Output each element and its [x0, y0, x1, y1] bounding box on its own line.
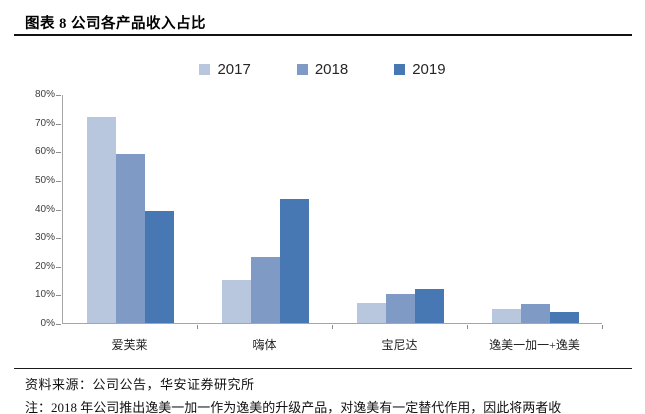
chart-title: 图表 8 公司各产品收入占比	[25, 16, 206, 32]
bar-cluster-宝尼达	[333, 95, 468, 323]
source-text: 资料来源：公司公告，华安证券研究所	[25, 377, 255, 392]
bar-2018-逸美一加一+逸美	[521, 304, 550, 323]
legend-label: 2017	[217, 61, 251, 78]
y-axis-tick-mark	[56, 95, 61, 96]
y-axis-tick-mark	[56, 180, 61, 182]
footnote-text: 注：2018 年公司推出逸美一加一作为逸美的升级产品，对逸美有一定替代作用，因此…	[25, 400, 562, 414]
y-axis-tick-mark	[56, 209, 61, 211]
x-axis-tick-mark	[602, 325, 603, 329]
legend-swatch-icon	[199, 64, 211, 75]
x-axis-tick-mark	[467, 325, 468, 329]
y-axis-tick-mark	[56, 123, 61, 125]
bar-cluster-逸美一加一+逸美	[468, 95, 603, 323]
x-axis-tick-mark	[332, 325, 333, 329]
legend-item-2018: 2018	[296, 61, 349, 78]
legend-item-2019: 2019	[394, 61, 446, 78]
bar-2018-爱芙莱	[116, 154, 145, 323]
y-axis-tick-mark	[56, 324, 61, 325]
legend-swatch-icon	[394, 64, 406, 75]
y-axis-tick-label: 20%	[34, 260, 55, 272]
bar-2017-爱芙莱	[87, 116, 116, 323]
bar-2019-爱芙莱	[145, 211, 174, 323]
y-axis-tick-label: 40%	[34, 203, 55, 215]
y-axis-tick-mark	[56, 295, 61, 297]
x-axis-category-label: 嗨体	[252, 338, 277, 352]
bar-2017-逸美一加一+逸美	[492, 308, 521, 323]
title-divider	[14, 34, 632, 36]
x-axis-category-label: 宝尼达	[381, 338, 418, 352]
x-axis-category-label: 爱芙莱	[111, 338, 148, 352]
chart-legend: 2017 2018 2019	[0, 61, 645, 78]
y-axis-tick-label: 0%	[40, 318, 55, 329]
bar-cluster-嗨体	[198, 95, 333, 323]
y-axis-tick-mark	[56, 266, 61, 268]
bar-2019-逸美一加一+逸美	[550, 311, 579, 323]
bar-2019-宝尼达	[415, 288, 444, 323]
x-axis-tick-mark	[197, 325, 198, 329]
footer-divider	[14, 368, 632, 369]
y-axis-tick-label: 30%	[34, 232, 55, 244]
y-axis-tick-label: 60%	[34, 146, 55, 158]
y-axis-tick-mark	[56, 152, 61, 154]
bar-2018-嗨体	[251, 257, 280, 323]
bar-2017-宝尼达	[357, 303, 386, 323]
legend-label: 2019	[412, 61, 446, 78]
x-axis-category-label: 逸美一加一+逸美	[489, 338, 580, 352]
bar-2019-嗨体	[280, 198, 309, 323]
y-axis-tick-label: 70%	[34, 117, 55, 129]
legend-item-2017: 2017	[199, 61, 251, 78]
y-axis-tick-label: 10%	[34, 289, 55, 301]
legend-swatch-icon	[296, 64, 308, 75]
legend-label: 2018	[314, 61, 349, 78]
y-axis-tick-label: 50%	[34, 174, 55, 186]
bar-cluster-爱芙莱	[63, 95, 198, 323]
bar-2017-嗨体	[222, 280, 251, 323]
plot-area	[62, 95, 602, 324]
y-axis-tick-mark	[56, 238, 61, 240]
bar-2018-宝尼达	[386, 294, 415, 323]
y-axis-tick-label: 80%	[34, 89, 55, 100]
